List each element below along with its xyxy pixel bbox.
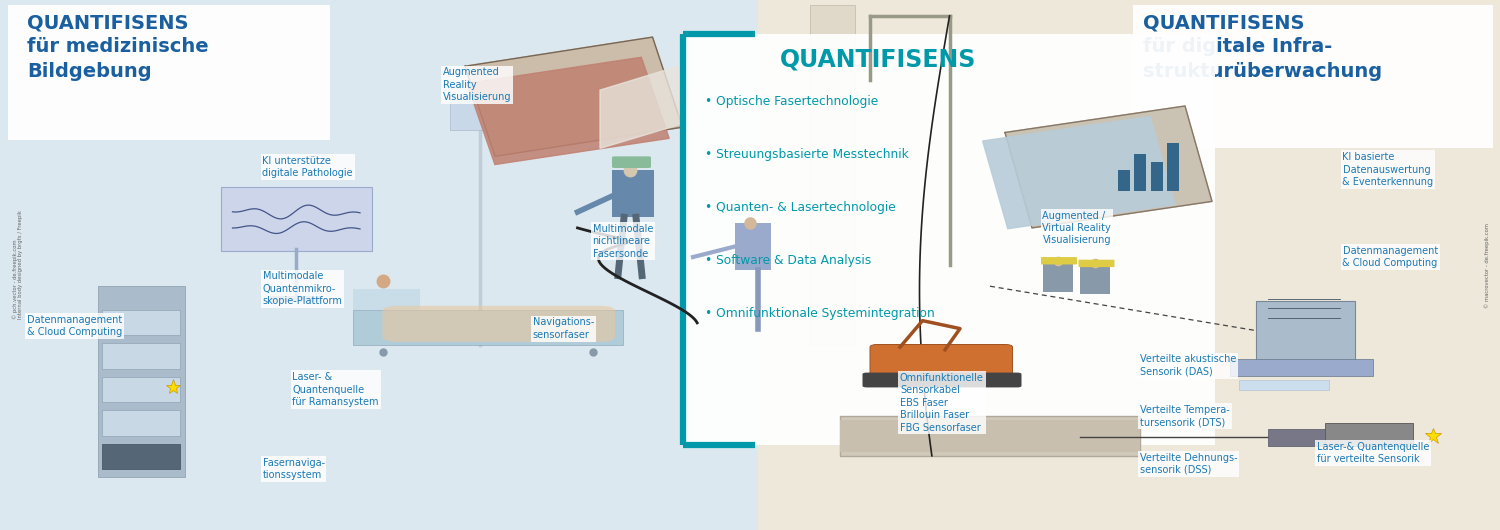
Text: Verteilte akustische
Sensorik (DAS): Verteilte akustische Sensorik (DAS) (1140, 355, 1236, 377)
FancyBboxPatch shape (1134, 154, 1146, 191)
FancyBboxPatch shape (1167, 143, 1179, 191)
FancyBboxPatch shape (1239, 380, 1329, 390)
Text: • Omnifunktionale Systemintegration: • Omnifunktionale Systemintegration (705, 307, 934, 321)
FancyBboxPatch shape (102, 377, 180, 402)
Text: Navigations-
sensorfaser: Navigations- sensorfaser (532, 317, 594, 340)
FancyBboxPatch shape (1042, 261, 1072, 292)
FancyBboxPatch shape (612, 170, 654, 217)
Text: Fasernaviga-
tionssystem: Fasernaviga- tionssystem (262, 458, 324, 480)
Text: Verteilte Dehnungs-
sensorik (DSS): Verteilte Dehnungs- sensorik (DSS) (1140, 453, 1238, 475)
FancyBboxPatch shape (352, 310, 622, 344)
FancyBboxPatch shape (382, 306, 615, 342)
FancyBboxPatch shape (1078, 260, 1114, 267)
FancyBboxPatch shape (1256, 301, 1354, 362)
FancyBboxPatch shape (450, 95, 510, 130)
FancyBboxPatch shape (840, 420, 1140, 452)
FancyBboxPatch shape (352, 289, 420, 310)
FancyBboxPatch shape (840, 416, 1140, 456)
Text: © pch.vector - de.freepik.com
Internal body designed by brgfx / Freepik: © pch.vector - de.freepik.com Internal b… (12, 210, 24, 320)
FancyBboxPatch shape (612, 156, 651, 168)
FancyBboxPatch shape (1080, 263, 1110, 294)
FancyBboxPatch shape (1230, 359, 1372, 376)
Text: KI unterstütze
digitale Pathologie: KI unterstütze digitale Pathologie (262, 156, 352, 178)
Text: Augmented /
Virtual Reality
Visualisierung: Augmented / Virtual Reality Visualisieru… (1042, 210, 1112, 245)
Polygon shape (982, 117, 1174, 229)
FancyBboxPatch shape (1268, 429, 1324, 446)
Text: QUANTIFISENS
für medizinische
Bildgebung: QUANTIFISENS für medizinische Bildgebung (27, 13, 209, 81)
FancyBboxPatch shape (810, 5, 855, 344)
Text: QUANTIFISENS
für digitale Infra-
strukturüberwachung: QUANTIFISENS für digitale Infra- struktu… (1143, 13, 1382, 81)
FancyBboxPatch shape (102, 410, 180, 436)
Text: Laser- &
Quantenquelle
für Ramansystem: Laser- & Quantenquelle für Ramansystem (292, 372, 380, 407)
Text: Multimodale
Quantenmikro-
skopie-Plattform: Multimodale Quantenmikro- skopie-Plattfo… (262, 271, 342, 306)
FancyBboxPatch shape (1324, 423, 1413, 446)
Polygon shape (466, 57, 669, 164)
FancyBboxPatch shape (758, 0, 1500, 530)
Text: Multimodale
nichtlineare
Fasersonde: Multimodale nichtlineare Fasersonde (592, 224, 652, 259)
Text: Datenmanagement
& Cloud Computing: Datenmanagement & Cloud Computing (1342, 246, 1437, 268)
FancyBboxPatch shape (735, 223, 771, 270)
Text: • Quanten- & Lasertechnologie: • Quanten- & Lasertechnologie (705, 201, 896, 215)
Polygon shape (1005, 106, 1212, 228)
FancyBboxPatch shape (1118, 170, 1130, 191)
Text: Datenmanagement
& Cloud Computing: Datenmanagement & Cloud Computing (27, 315, 123, 337)
FancyBboxPatch shape (220, 187, 372, 251)
FancyBboxPatch shape (870, 344, 1012, 379)
Text: KI basierte
Datenauswertung
& Eventerkennung: KI basierte Datenauswertung & Eventerken… (1342, 152, 1434, 187)
FancyBboxPatch shape (8, 5, 330, 140)
FancyBboxPatch shape (102, 444, 180, 469)
Text: © macrovector - de.freepik.com: © macrovector - de.freepik.com (1484, 223, 1490, 307)
FancyBboxPatch shape (102, 310, 180, 335)
FancyBboxPatch shape (98, 286, 184, 477)
FancyBboxPatch shape (270, 296, 321, 302)
Text: Laser-& Quantenquelle
für verteilte Sensorik: Laser-& Quantenquelle für verteilte Sens… (1317, 442, 1430, 464)
FancyBboxPatch shape (102, 444, 180, 469)
FancyBboxPatch shape (102, 343, 180, 369)
FancyBboxPatch shape (1150, 162, 1162, 191)
Polygon shape (465, 37, 682, 156)
Text: • Software & Data Analysis: • Software & Data Analysis (705, 254, 872, 268)
Text: Omnifunktionelle
Sensorkabel
EBS Faser
Brillouin Faser
FBG Sensorfaser: Omnifunktionelle Sensorkabel EBS Faser B… (900, 373, 984, 432)
FancyBboxPatch shape (1132, 5, 1492, 148)
FancyBboxPatch shape (1041, 257, 1077, 264)
Text: Augmented
Reality
Visualisierung: Augmented Reality Visualisierung (442, 67, 512, 102)
FancyBboxPatch shape (682, 34, 1215, 445)
Text: QUANTIFISENS: QUANTIFISENS (780, 48, 976, 72)
Text: Verteilte Tempera-
tursensorik (DTS): Verteilte Tempera- tursensorik (DTS) (1140, 405, 1230, 427)
Polygon shape (600, 66, 680, 148)
FancyBboxPatch shape (0, 0, 758, 530)
FancyBboxPatch shape (862, 373, 1022, 387)
Text: • Optische Fasertechnologie: • Optische Fasertechnologie (705, 95, 879, 109)
Text: • Streuungsbasierte Messtechnik: • Streuungsbasierte Messtechnik (705, 148, 909, 162)
